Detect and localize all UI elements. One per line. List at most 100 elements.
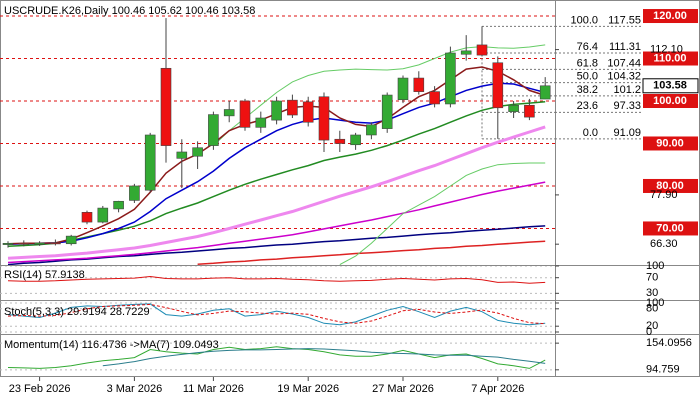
candle-body	[2, 243, 14, 245]
fib-ratio: 0.0	[583, 127, 598, 139]
candle-body	[255, 117, 267, 128]
level-box	[643, 9, 698, 24]
fib-price: 107.44	[607, 57, 641, 69]
candle-body	[18, 243, 30, 245]
level-label: 70.00	[656, 222, 684, 234]
level-box	[643, 51, 698, 66]
y-tick-label: 66.30	[650, 238, 678, 250]
candle-body	[524, 104, 535, 118]
fib-price: 97.33	[613, 100, 641, 112]
candle-body	[208, 114, 219, 146]
fib-ratio: 100.0	[570, 14, 598, 26]
x-tick-label: 27 Mar 2026	[372, 383, 434, 395]
indicator-line	[7, 346, 546, 369]
last-price-label: 103.58	[653, 80, 687, 92]
fib-ratio: 23.6	[577, 100, 598, 112]
candle-body	[302, 101, 314, 123]
candle-body	[144, 134, 156, 191]
candle-body	[239, 100, 251, 128]
candle-body	[413, 77, 425, 92]
candle-body	[287, 99, 298, 116]
candle-body	[129, 185, 140, 201]
indicator-line	[7, 303, 546, 325]
fib-price: 91.09	[613, 127, 641, 139]
candle-body	[366, 124, 377, 136]
y-tick-label: 30	[646, 287, 658, 299]
chart-title: USCRUDE.K26,Daily 100.46 105.62 100.46 1…	[4, 5, 255, 17]
level-label: 80.00	[656, 180, 684, 192]
fib-price: 104.32	[607, 71, 641, 83]
indicator-line	[339, 162, 546, 265]
panel-title: Momentum(14) 116.4736 ->MA(7) 109.0493	[4, 339, 219, 351]
y-tick-label: 20	[646, 320, 658, 332]
candle-body	[65, 235, 77, 245]
candle-body	[271, 100, 282, 121]
candle-body	[460, 50, 472, 55]
level-box	[643, 93, 698, 108]
x-tick-label: 11 Mar 2026	[183, 383, 244, 395]
panel-title: Stoch(5,3,3) 29.9194 28.7229	[4, 306, 150, 318]
y-tick-label: 100	[646, 260, 664, 272]
candle-body	[334, 138, 346, 144]
indicator-line	[102, 348, 546, 367]
y-tick-label: 112.10	[650, 43, 683, 55]
level-label: 90.00	[656, 137, 684, 149]
x-tick-label: 3 Mar 2026	[107, 383, 163, 395]
fib-price: 117.55	[608, 14, 641, 26]
indicator-line	[7, 225, 546, 265]
level-label: 120.00	[653, 10, 687, 22]
candle-body	[350, 134, 361, 146]
indicator-line	[7, 275, 546, 284]
candle-body	[539, 85, 551, 100]
rsi-panel	[0, 266, 555, 294]
momentum-panel	[0, 342, 555, 371]
y-tick-label: 70	[646, 272, 658, 284]
candle-body	[381, 94, 393, 129]
candle-body	[445, 52, 456, 105]
x-tick-label: 19 Mar 2026	[277, 383, 339, 395]
y-tick-label: 94.759	[646, 364, 680, 376]
candle-body	[50, 242, 61, 245]
axes: 120.00110.00100.0090.0080.0070.00112.107…	[4, 5, 699, 395]
y-tick-label: 0	[646, 326, 652, 338]
candle-body	[223, 109, 235, 117]
candle-body	[192, 147, 203, 157]
candle-body	[429, 91, 440, 105]
candle-body	[476, 44, 488, 56]
candle-body	[34, 242, 45, 245]
candle-body	[160, 67, 172, 146]
level-box	[643, 178, 698, 193]
main-panel	[0, 15, 555, 265]
indicator-line	[197, 240, 546, 265]
candle-body	[176, 151, 188, 159]
candle-body	[97, 207, 109, 223]
y-tick-label: 77.90	[650, 189, 678, 201]
x-tick-label: 7 Apr 2026	[471, 383, 524, 395]
candle-body	[113, 200, 124, 210]
candle-body	[508, 104, 519, 112]
level-box	[643, 136, 698, 151]
fib-price: 111.31	[609, 41, 641, 53]
indicator-line	[213, 44, 546, 146]
level-label: 110.00	[653, 52, 686, 64]
x-tick-label: 23 Feb 2026	[9, 383, 71, 395]
candle-body	[318, 96, 330, 141]
fib-ratio: 76.4	[577, 41, 598, 53]
fib-ratio: 38.2	[577, 84, 598, 96]
fib-ratio: 61.8	[577, 57, 598, 69]
fib-price: 101.2	[613, 84, 641, 96]
level-box	[643, 221, 698, 236]
y-tick-label: 100	[646, 297, 664, 309]
y-tick-label: 154.0956	[646, 337, 692, 349]
last-price-box	[642, 78, 699, 94]
panel-title: RSI(14) 57.9138	[4, 269, 85, 281]
candle-body	[397, 77, 409, 101]
y-tick-label: 80	[646, 303, 658, 315]
level-label: 100.00	[653, 95, 687, 107]
indicator-line	[7, 303, 546, 326]
indicator-line	[7, 125, 546, 260]
fib-ratio: 50.0	[577, 71, 598, 83]
stoch-panel	[0, 302, 555, 333]
indicator-line	[7, 181, 546, 264]
